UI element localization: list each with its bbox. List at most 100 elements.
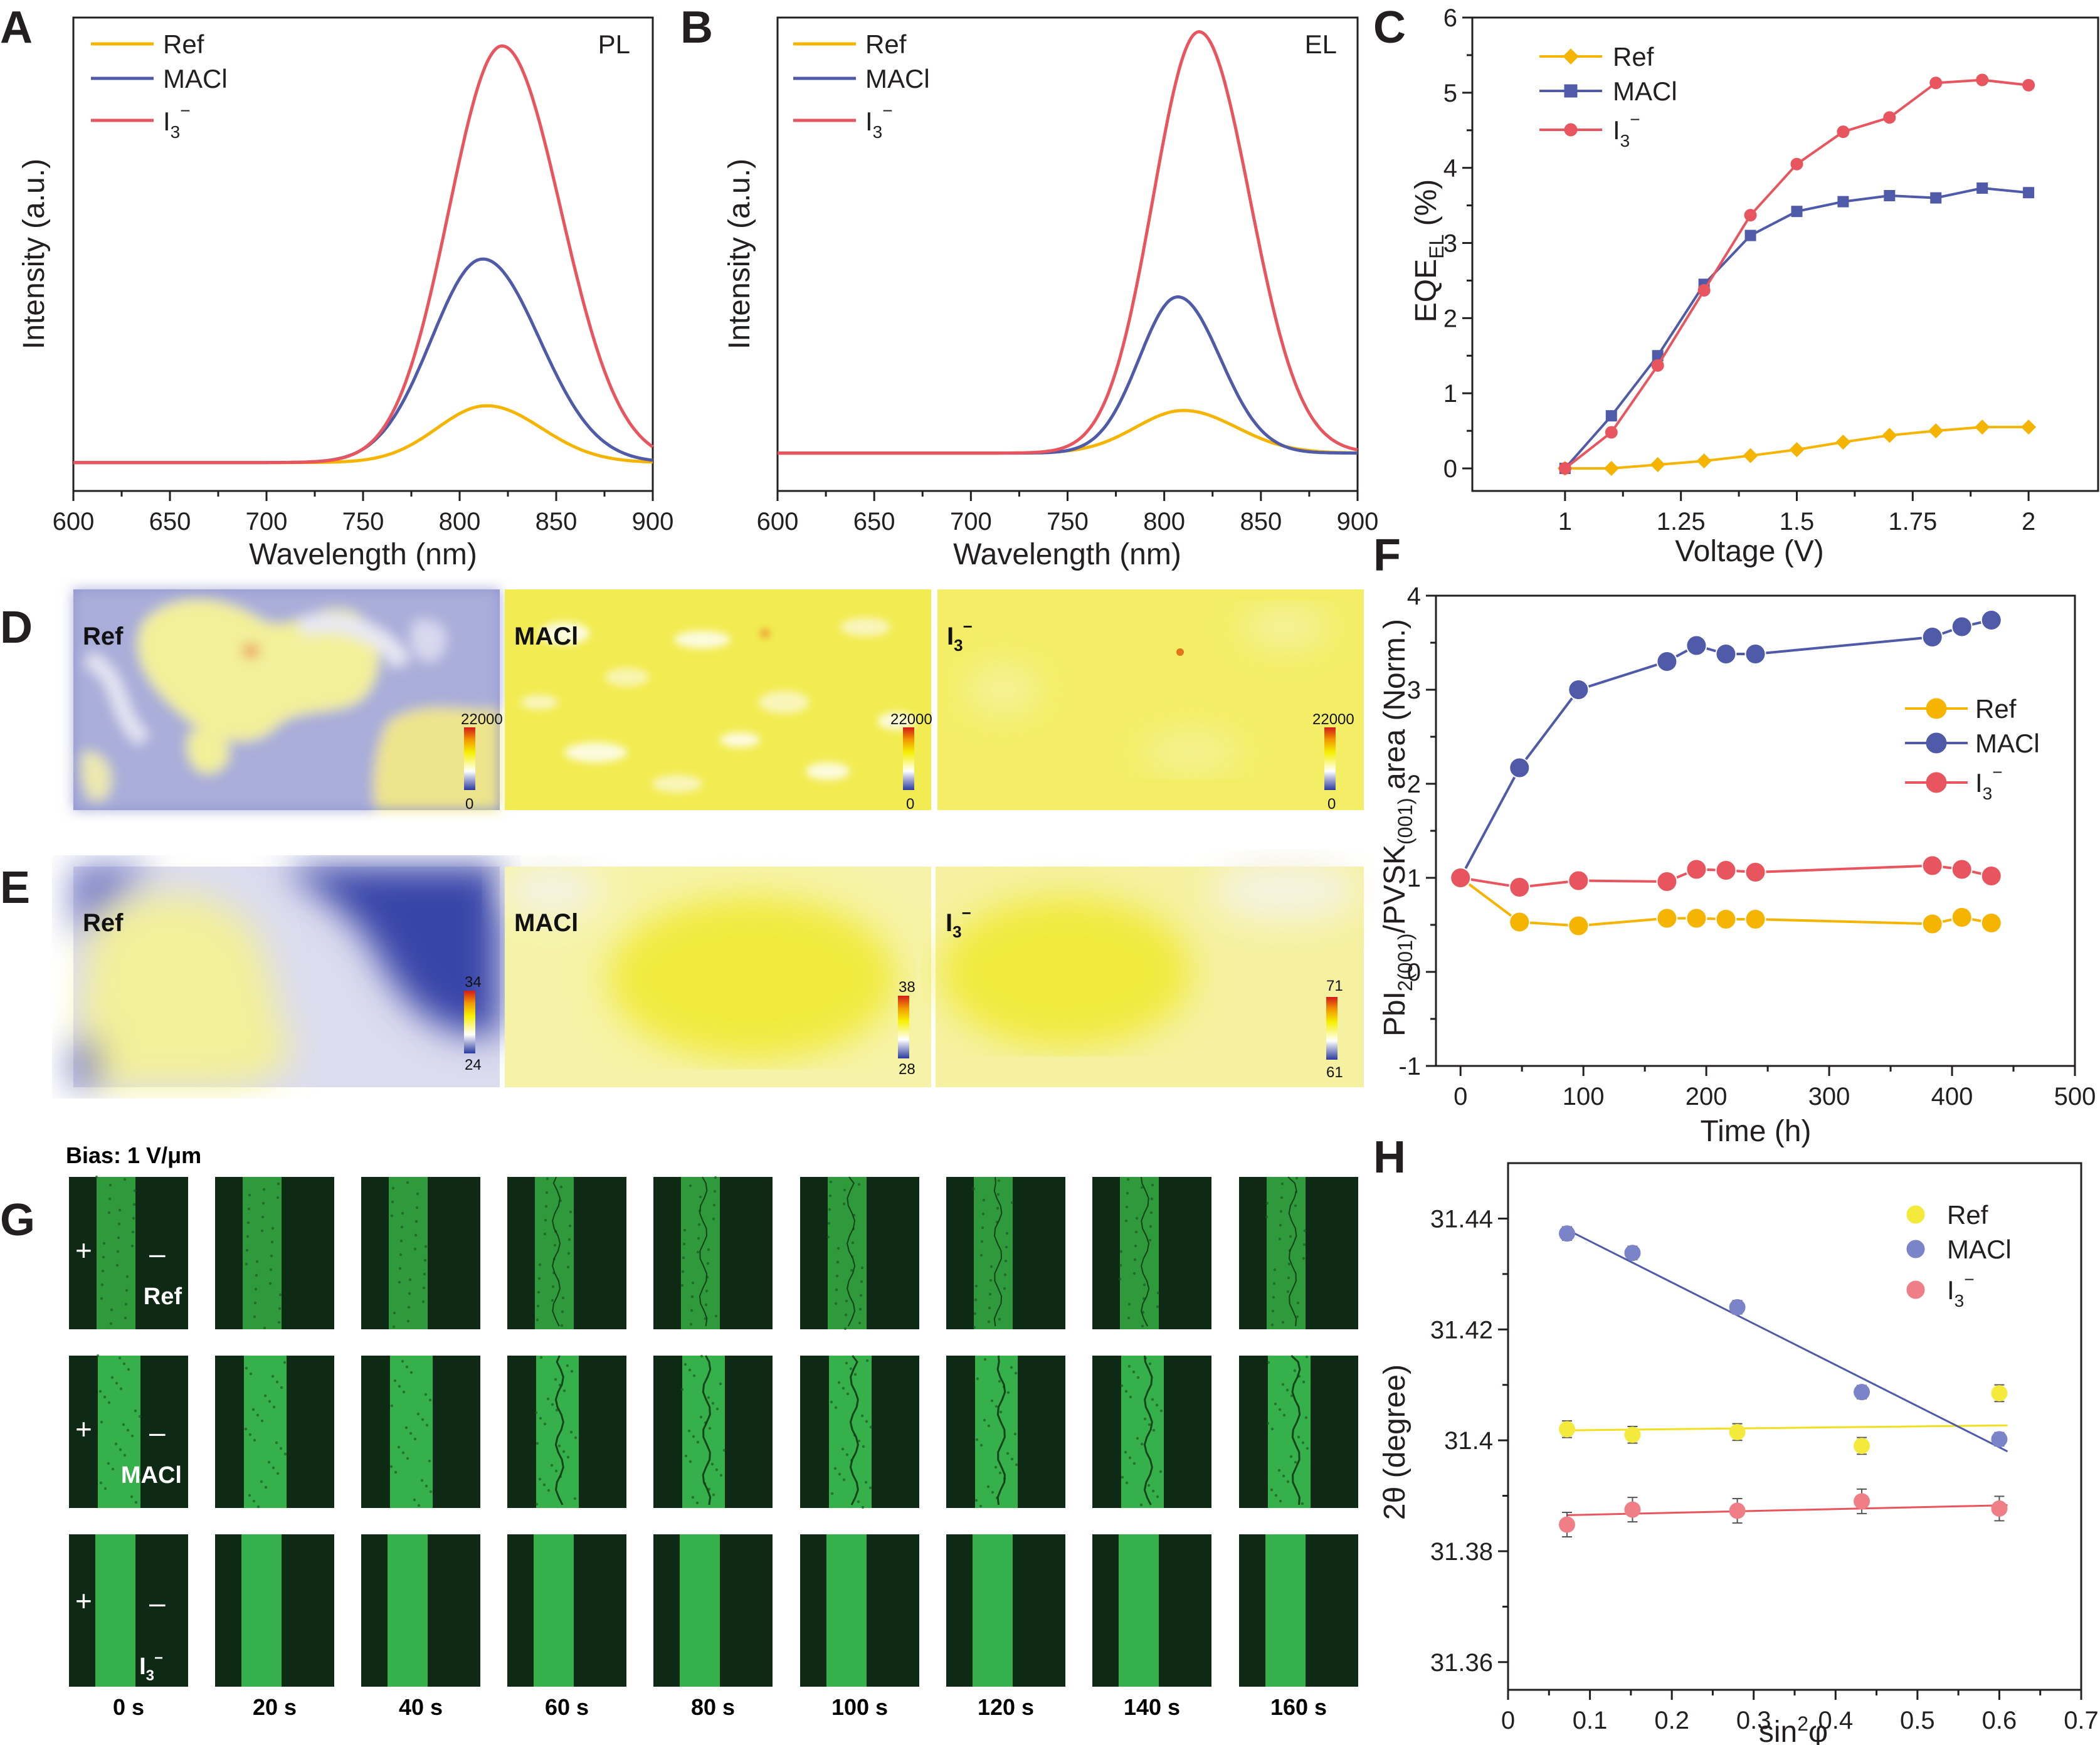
microscopy-grain xyxy=(1006,1391,1010,1394)
chart-a-ylabel: Intensity (a.u.) xyxy=(18,159,51,349)
microscopy-grain xyxy=(1272,1282,1276,1285)
microscopy-grain xyxy=(256,1505,260,1509)
chart-h-xtick-label: 0.1 xyxy=(1573,1707,1608,1734)
microscopy-grain xyxy=(422,1286,426,1290)
microscopy-grain xyxy=(268,1400,272,1403)
chart-b-series-i3 xyxy=(778,30,1358,455)
microscopy-grain xyxy=(253,1315,256,1319)
microscopy-grain xyxy=(845,1361,848,1365)
microscopy-grain xyxy=(1287,1276,1290,1280)
microscopy-grain xyxy=(982,1198,986,1202)
chart-c-point-macl xyxy=(1744,229,1756,241)
microscopy-grain xyxy=(979,1253,983,1257)
microscopy-grain xyxy=(98,1389,102,1393)
microscopy-grain xyxy=(842,1202,846,1206)
microscopy-grain xyxy=(544,1218,547,1222)
colorbar-d-i3 xyxy=(1324,727,1336,790)
microscopy-grain xyxy=(1280,1196,1284,1199)
microscopy-grain xyxy=(989,1265,993,1268)
chart-h-xlabel: sin2φ xyxy=(1759,1712,1828,1745)
chart-f-xtick-label: 200 xyxy=(1686,1083,1728,1110)
microscopy-crack xyxy=(554,1355,564,1505)
chart-h-point-macl xyxy=(1559,1225,1576,1242)
chart-f-point-i3 xyxy=(1450,867,1472,888)
microscopy-grain xyxy=(697,1236,700,1240)
map-e-i3: I3− 71 61 xyxy=(936,859,1364,1087)
microscopy-grain xyxy=(534,1411,538,1415)
microscopy-grain xyxy=(1140,1442,1144,1446)
legend-marker-i3 xyxy=(1926,772,1947,793)
microscopy-grain xyxy=(551,1299,554,1302)
microscopy-grain xyxy=(836,1247,840,1250)
chart-c-point-i3 xyxy=(1929,76,1943,90)
chart-a-xtick-label: 700 xyxy=(246,508,288,535)
microscopy-grain xyxy=(711,1401,715,1405)
microscopy-grain xyxy=(249,1372,253,1376)
chart-f-series-i3 xyxy=(1460,864,1992,889)
microscopy-grain xyxy=(246,1235,250,1238)
microscopy-film-band xyxy=(535,1177,574,1329)
microscopy-grain xyxy=(1295,1176,1299,1180)
microscopy-grain xyxy=(574,1436,578,1440)
microscopy-grain xyxy=(1286,1480,1290,1484)
microscopy-grain xyxy=(1151,1398,1154,1401)
microscopy-grain xyxy=(1148,1362,1152,1366)
microscopy-grain xyxy=(407,1305,411,1309)
microscopy-grain xyxy=(114,1442,118,1446)
microscopy-grain xyxy=(862,1445,865,1448)
chart-b-xtick-label: 700 xyxy=(950,508,992,535)
microscopy-grain xyxy=(1003,1287,1006,1290)
microscopy-grain xyxy=(1159,1409,1163,1413)
microscopy-tile-r2-c2 xyxy=(215,1356,334,1509)
microscopy-grain xyxy=(110,1308,113,1312)
microscopy-grain xyxy=(1132,1272,1136,1275)
microscopy-plus-sign: + xyxy=(75,1413,92,1445)
microscopy-grain xyxy=(844,1313,848,1317)
microscopy-grain xyxy=(283,1452,287,1456)
legend-marker-macl xyxy=(1906,1240,1925,1258)
microscopy-grain xyxy=(551,1403,554,1406)
microscopy-tile-r3-c5 xyxy=(653,1534,773,1687)
microscopy-film-band xyxy=(973,1534,1013,1687)
microscopy-grain xyxy=(567,1252,571,1255)
microscopy-grain xyxy=(103,1395,107,1399)
microscopy-grain xyxy=(279,1447,283,1450)
microscopy-grain xyxy=(845,1453,849,1457)
chart-b-el-spectra: Intensity (a.u.) Wavelength (nm) EL Ref … xyxy=(723,16,1378,571)
microscopy-grain xyxy=(283,1361,287,1364)
microscopy-film-band xyxy=(1268,1356,1311,1508)
microscopy-grain xyxy=(543,1232,547,1236)
microscopy-grain xyxy=(125,1275,129,1278)
microscopy-grain xyxy=(261,1215,265,1219)
chart-a-xtick-label: 600 xyxy=(53,508,95,535)
chart-f-point-ref xyxy=(1921,913,1943,935)
microscopy-grain xyxy=(134,1409,137,1413)
microscopy-grain xyxy=(1143,1417,1147,1421)
microscopy-grain xyxy=(1305,1355,1309,1359)
microscopy-grain xyxy=(248,1433,252,1437)
chart-h-point-macl xyxy=(1991,1431,2008,1448)
microscopy-grain xyxy=(973,1312,977,1315)
microscopy-minus-sign: – xyxy=(149,1416,166,1448)
chart-a-xtick-label: 900 xyxy=(632,508,674,535)
microscopy-grain xyxy=(1124,1450,1127,1454)
microscopy-tile-r2-c9 xyxy=(1239,1354,1358,1508)
microscopy-grain xyxy=(414,1220,418,1223)
microscopy-grain xyxy=(244,1427,248,1431)
microscopy-grain xyxy=(545,1191,549,1194)
microscopy-tile-r3-c3 xyxy=(361,1534,480,1687)
microscopy-grain xyxy=(1279,1223,1282,1227)
microscopy-grain xyxy=(428,1459,431,1463)
microscopy-grain xyxy=(1124,1389,1128,1393)
chart-f-ytick-label: 3 xyxy=(1407,677,1421,704)
microscopy-tile-r3-c7 xyxy=(946,1534,1065,1687)
microscopy-grain xyxy=(1129,1395,1132,1399)
microscopy-grain xyxy=(1142,1283,1146,1287)
microscopy-tile-r2-c5 xyxy=(653,1354,773,1508)
microscopy-grain xyxy=(267,1460,271,1464)
microscopy-grain xyxy=(118,1208,122,1212)
microscopy-grain xyxy=(117,1236,120,1240)
microscopy-grain xyxy=(1004,1259,1008,1263)
microscopy-tile-r2-c7 xyxy=(946,1355,1065,1508)
chart-c-point-i3 xyxy=(1651,359,1664,372)
